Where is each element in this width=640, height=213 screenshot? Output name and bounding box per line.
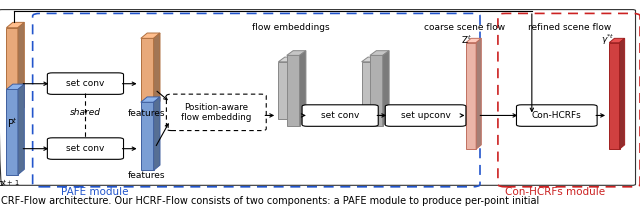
Polygon shape xyxy=(278,57,298,62)
Text: set conv: set conv xyxy=(67,144,104,153)
Polygon shape xyxy=(287,51,306,55)
Text: Z$^t$: Z$^t$ xyxy=(461,33,472,46)
Polygon shape xyxy=(141,33,160,38)
Text: CRF-Flow architecture. Our HCRF-Flow consists of two components: a PAFE module t: CRF-Flow architecture. Our HCRF-Flow con… xyxy=(1,196,540,206)
Text: PAFE module: PAFE module xyxy=(61,187,129,197)
FancyBboxPatch shape xyxy=(516,105,597,126)
Polygon shape xyxy=(18,22,24,113)
Text: set upconv: set upconv xyxy=(401,111,451,120)
Polygon shape xyxy=(466,43,476,149)
Polygon shape xyxy=(18,84,24,175)
Polygon shape xyxy=(620,38,625,149)
Polygon shape xyxy=(291,57,298,119)
FancyBboxPatch shape xyxy=(47,73,124,94)
Polygon shape xyxy=(141,38,154,106)
Text: Con-HCRFs module: Con-HCRFs module xyxy=(506,187,605,197)
Polygon shape xyxy=(154,97,160,170)
Text: Con-HCRFs: Con-HCRFs xyxy=(532,111,582,120)
Polygon shape xyxy=(154,33,160,106)
FancyBboxPatch shape xyxy=(302,105,378,126)
Polygon shape xyxy=(300,51,306,126)
Polygon shape xyxy=(383,51,389,126)
Text: P$^{t+1}$: P$^{t+1}$ xyxy=(0,178,20,192)
Polygon shape xyxy=(362,62,374,119)
Polygon shape xyxy=(370,51,389,55)
Polygon shape xyxy=(6,28,18,113)
Polygon shape xyxy=(6,89,18,175)
Text: refined scene flow: refined scene flow xyxy=(528,23,611,32)
Polygon shape xyxy=(362,57,381,62)
Polygon shape xyxy=(609,38,625,43)
Polygon shape xyxy=(6,22,24,28)
FancyBboxPatch shape xyxy=(166,94,266,131)
Text: coarse scene flow: coarse scene flow xyxy=(424,23,505,32)
Polygon shape xyxy=(476,38,481,149)
Text: features: features xyxy=(128,171,165,180)
Text: features: features xyxy=(128,109,165,118)
Polygon shape xyxy=(141,102,154,170)
Polygon shape xyxy=(141,97,160,102)
Polygon shape xyxy=(6,84,24,89)
Polygon shape xyxy=(370,55,383,126)
Polygon shape xyxy=(374,57,381,119)
Text: flow embeddings: flow embeddings xyxy=(252,23,330,32)
FancyBboxPatch shape xyxy=(385,105,466,126)
Text: set conv: set conv xyxy=(67,79,104,88)
Polygon shape xyxy=(287,55,300,126)
FancyBboxPatch shape xyxy=(47,138,124,159)
Text: P$^t$: P$^t$ xyxy=(7,116,17,130)
Polygon shape xyxy=(466,38,481,43)
Polygon shape xyxy=(278,62,291,119)
Text: $\gamma^{*t}$: $\gamma^{*t}$ xyxy=(601,32,615,47)
Text: set conv: set conv xyxy=(321,111,359,120)
Text: Position-aware
flow embedding: Position-aware flow embedding xyxy=(181,103,252,122)
Polygon shape xyxy=(609,43,620,149)
Text: shared: shared xyxy=(70,108,100,117)
